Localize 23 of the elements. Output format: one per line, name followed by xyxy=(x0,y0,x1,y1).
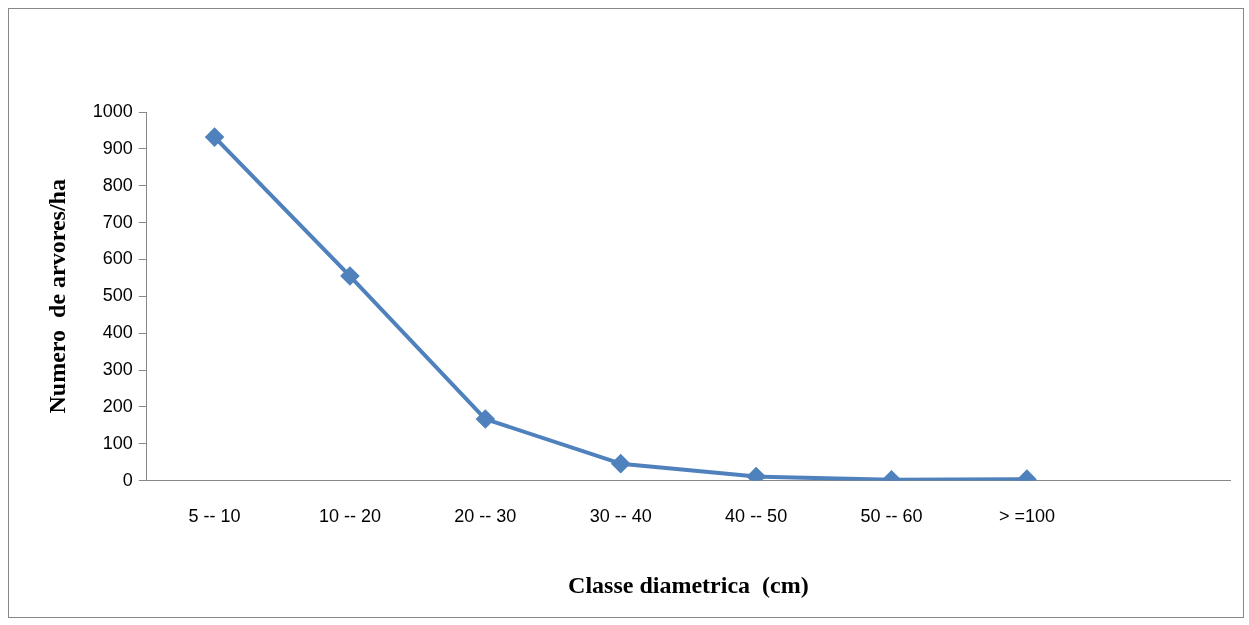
y-tick-label: 200 xyxy=(102,395,133,416)
x-tick-label: 5 -- 10 xyxy=(188,506,241,527)
x-tick-label: 50 -- 60 xyxy=(860,506,923,527)
y-tick-label: 300 xyxy=(102,358,133,379)
y-tick-label: 0 xyxy=(122,469,133,490)
y-tick-label: 500 xyxy=(102,285,133,306)
y-tick-label: 700 xyxy=(102,211,133,232)
y-tick-label: 600 xyxy=(102,248,133,269)
x-tick-label: 30 -- 40 xyxy=(589,506,652,527)
y-tick-label: 100 xyxy=(102,432,133,453)
point xyxy=(205,128,224,147)
point xyxy=(747,467,766,481)
y-axis-title: Numero de arvores/ha xyxy=(43,179,70,414)
y-tick-label: 800 xyxy=(102,174,133,195)
y-tick-label: 1000 xyxy=(92,100,133,121)
x-tick-label: > =100 xyxy=(998,506,1055,527)
x-tick-label: 10 -- 20 xyxy=(318,506,381,527)
x-axis-title: Classe diametrica (cm) xyxy=(568,571,809,598)
y-tick-label: 900 xyxy=(102,137,133,158)
point xyxy=(340,267,359,286)
x-tick-label: 20 -- 30 xyxy=(454,506,517,527)
y-tick-label: 400 xyxy=(102,322,133,343)
x-tick-label: 40 -- 50 xyxy=(725,506,788,527)
